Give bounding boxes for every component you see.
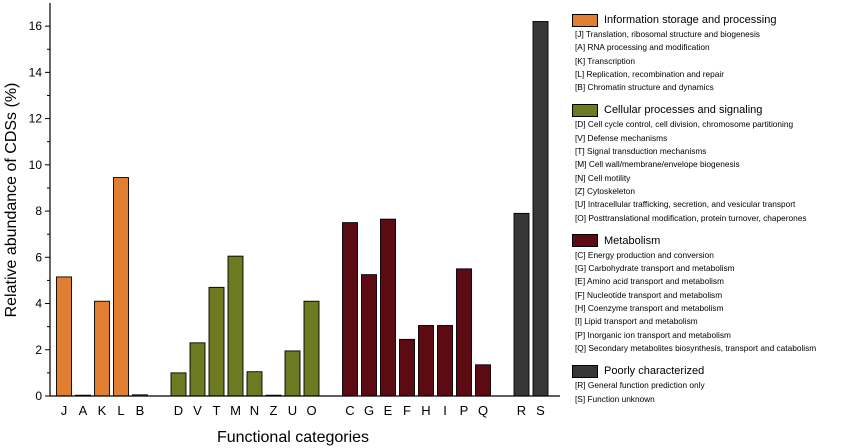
- bar-Q: [475, 364, 491, 397]
- bar-K: [94, 300, 110, 397]
- legend-group-title: Metabolism: [604, 234, 661, 247]
- legend-swatch: [572, 103, 598, 117]
- legend-group: Cellular processes and signaling [D] Cell…: [572, 102, 844, 224]
- x-tick-label-O: O: [306, 403, 316, 418]
- x-tick-label-K: K: [98, 403, 107, 418]
- y-tick-label: 8: [35, 204, 42, 218]
- legend-item-E: [E] Amino acid transport and metabolism: [575, 276, 724, 287]
- bar-I: [437, 325, 453, 397]
- y-tick-label: 0: [35, 389, 42, 403]
- x-tick-label-C: C: [345, 403, 354, 418]
- x-tick-label-M: M: [230, 403, 241, 418]
- x-tick-label-U: U: [288, 403, 297, 418]
- bar-S: [532, 21, 549, 397]
- y-tick-label: 16: [29, 19, 43, 33]
- x-tick-label-S: S: [536, 403, 545, 418]
- x-tick-label-V: V: [193, 403, 202, 418]
- y-axis-title: Relative abundance of CDSs (%): [3, 83, 20, 318]
- bar-H: [418, 325, 434, 397]
- x-tick-label-A: A: [79, 403, 88, 418]
- x-tick-label-Z: Z: [270, 403, 278, 418]
- legend-group-header: Poorly characterized: [572, 363, 844, 379]
- x-tick-label-N: N: [250, 403, 259, 418]
- x-tick-label-G: G: [364, 403, 374, 418]
- bar-P: [456, 268, 472, 397]
- bar-D: [170, 372, 187, 397]
- bar-C: [342, 222, 358, 397]
- y-tick-label: 6: [35, 250, 42, 264]
- x-tick-label-D: D: [174, 403, 183, 418]
- legend-item-U: [U] Intracellular trafficking, secretion…: [575, 199, 796, 210]
- legend-item-R: [R] General function prediction only: [575, 380, 705, 391]
- bar-V: [189, 342, 206, 397]
- bar-E: [380, 218, 396, 397]
- legend-item-S: [S] Function unknown: [575, 393, 655, 404]
- legend-item-I: [I] Lipid transport and metabolism: [575, 316, 698, 327]
- y-axis: 0 2 4 6 8 10 12 14 16: [29, 3, 51, 403]
- bar-G: [361, 274, 377, 397]
- legend-item-G: [G] Carbohydrate transport and metabolis…: [575, 263, 735, 274]
- x-tick-label-F: F: [403, 403, 411, 418]
- x-tick-label-R: R: [517, 403, 526, 418]
- legend: Information storage and processing [J] Tr…: [572, 12, 844, 414]
- legend-item-Z: [Z] Cytoskeleton: [575, 185, 635, 196]
- bar-R: [513, 212, 530, 397]
- y-tick-label: 4: [35, 297, 42, 311]
- x-tick-label-L: L: [117, 403, 124, 418]
- legend-group: Poorly characterized [R] General function…: [572, 363, 844, 406]
- legend-group-title: Cellular processes and signaling: [604, 104, 763, 117]
- bar-F: [399, 338, 415, 397]
- legend-item-Q: [Q] Secondary metabolites biosynthesis, …: [575, 342, 817, 353]
- legend-group: Metabolism [C] Energy production and conv…: [572, 233, 844, 355]
- legend-item-A: [A] RNA processing and modification: [575, 42, 710, 53]
- y-tick-label: 14: [29, 65, 43, 79]
- legend-swatch: [572, 13, 598, 27]
- legend-group-header: Metabolism: [572, 233, 844, 249]
- x-tick-label-E: E: [384, 403, 393, 418]
- legend-item-H: [H] Coenzyme transport and metabolism: [575, 303, 724, 314]
- legend-group-title: Poorly characterized: [604, 365, 705, 378]
- legend-item-B: [B] Chromatin structure and dynamics: [575, 82, 714, 93]
- x-tick-label-B: B: [136, 403, 145, 418]
- x-tick-label-I: I: [443, 403, 447, 418]
- bar-M: [227, 255, 244, 397]
- legend-item-M: [M] Cell wall/membrane/envelope biogenes…: [575, 159, 740, 170]
- legend-swatch: [572, 234, 598, 248]
- x-tick-label-P: P: [460, 403, 469, 418]
- y-tick-label: 10: [29, 158, 43, 172]
- x-tick-label-H: H: [421, 403, 430, 418]
- y-tick-label: 2: [35, 343, 42, 357]
- x-tick-label-Q: Q: [478, 403, 488, 418]
- legend-item-P: [P] Inorganic ion transport and metaboli…: [575, 329, 731, 340]
- legend-item-F: [F] Nucleotide transport and metabolism: [575, 289, 723, 300]
- bar-T: [208, 286, 225, 397]
- bar-N: [246, 371, 263, 397]
- legend-group-title: Information storage and processing: [604, 14, 777, 26]
- legend-item-N: [N] Cell motility: [575, 172, 631, 183]
- legend-item-T: [T] Signal transduction mechanisms: [575, 146, 707, 157]
- bars: [56, 21, 549, 397]
- legend-item-V: [V] Defense mechanisms: [575, 132, 668, 143]
- legend-item-L: [L] Replication, recombination and repai…: [575, 68, 724, 79]
- bar-U: [284, 350, 301, 397]
- bar-L: [113, 177, 129, 397]
- legend-item-J: [J] Translation, ribosomal structure and…: [575, 29, 760, 39]
- y-tick-label: 12: [29, 112, 43, 126]
- legend-group-header: Cellular processes and signaling: [572, 102, 844, 118]
- bar-O: [303, 300, 320, 397]
- x-tick-label-T: T: [213, 403, 221, 418]
- legend-group-header: Information storage and processing: [572, 12, 844, 28]
- legend-group: Information storage and processing [J] Tr…: [572, 12, 844, 94]
- legend-item-O: [O] Posttranslational modification, prot…: [575, 212, 807, 223]
- legend-item-D: [D] Cell cycle control, cell division, c…: [575, 119, 794, 130]
- legend-swatch: [572, 364, 598, 378]
- legend-item-K: [K] Transcription: [575, 55, 635, 66]
- legend-item-C: [C] Energy production and conversion: [575, 249, 714, 260]
- x-tick-label-J: J: [61, 403, 68, 418]
- x-axis-title: Functional categories: [217, 429, 369, 446]
- bar-J: [56, 276, 72, 397]
